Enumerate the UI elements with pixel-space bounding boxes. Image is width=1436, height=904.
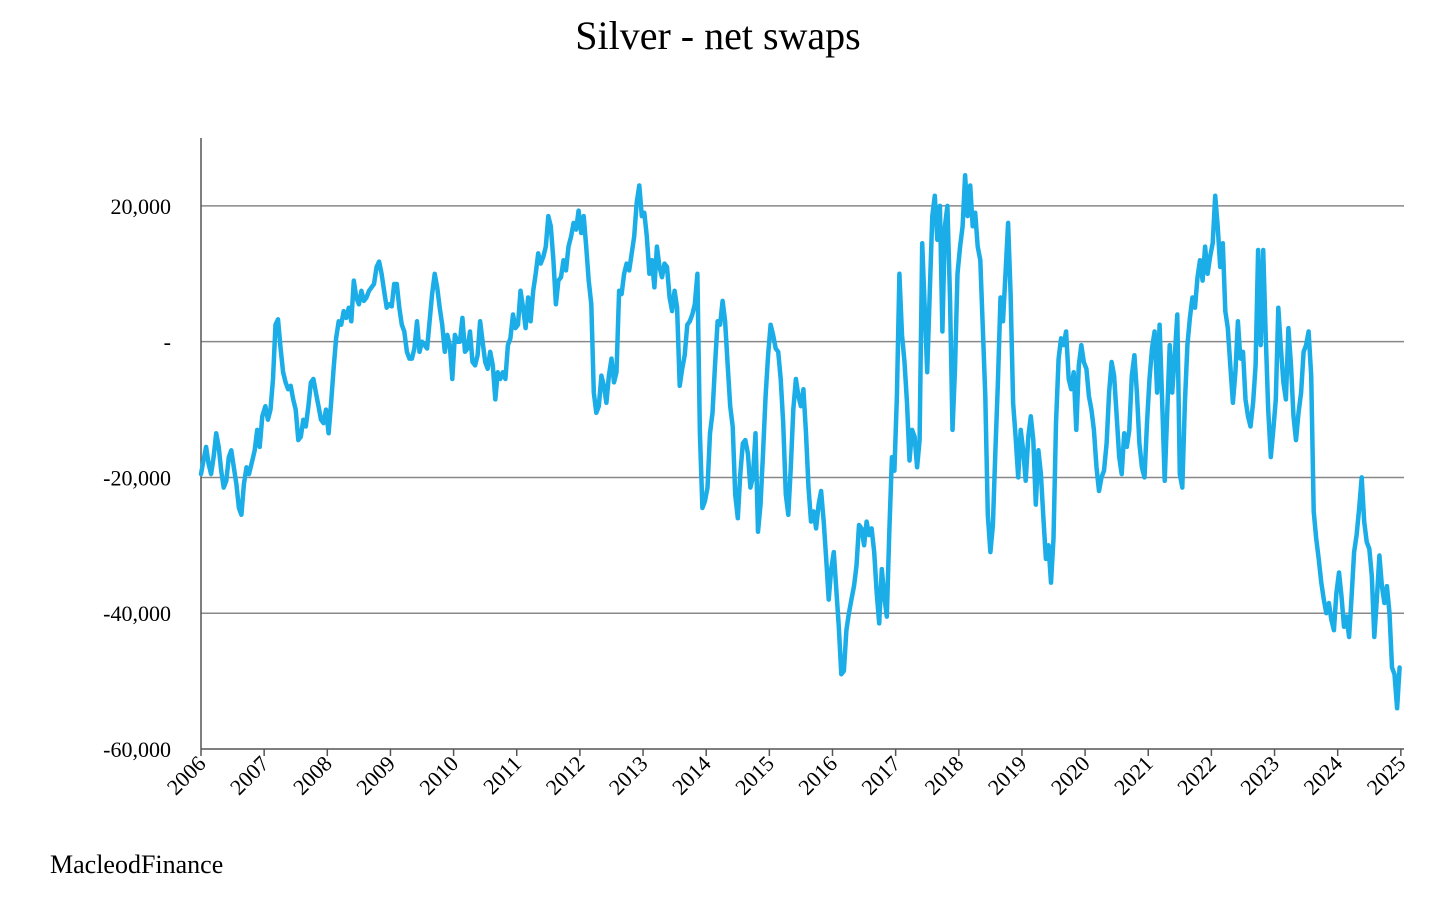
y-tick-label: -20,000 bbox=[103, 465, 171, 490]
x-tick-label: 2024 bbox=[1298, 751, 1347, 800]
x-tick-label: 2015 bbox=[730, 751, 779, 800]
x-tick-label: 2017 bbox=[856, 751, 905, 800]
x-tick-label: 2022 bbox=[1172, 751, 1221, 800]
x-tick-label: 2008 bbox=[288, 751, 337, 800]
x-tick-label: 2010 bbox=[414, 751, 463, 800]
x-tick-label: 2014 bbox=[667, 751, 716, 800]
series-layer bbox=[198, 173, 1402, 711]
y-axis-tick-labels: 20,000 - -20,000 -40,000 -60,000 bbox=[103, 194, 171, 762]
x-tick-label: 2021 bbox=[1109, 751, 1158, 800]
x-tick-label: 2007 bbox=[225, 751, 274, 800]
x-tick-label: 2013 bbox=[604, 751, 653, 800]
x-tick-label: 2011 bbox=[478, 751, 526, 799]
y-tick-label: 20,000 bbox=[111, 194, 172, 219]
gridlines bbox=[201, 205, 1404, 614]
x-tick-label: 2020 bbox=[1046, 751, 1095, 800]
source-credit: MacleodFinance bbox=[50, 850, 224, 879]
series-line-0 bbox=[198, 173, 1402, 711]
x-tick-label: 2025 bbox=[1362, 751, 1411, 800]
x-tick-label: 2016 bbox=[793, 751, 842, 800]
x-tick-label: 2019 bbox=[983, 751, 1032, 800]
y-tick-label: -60,000 bbox=[103, 737, 171, 762]
x-axis-tick-labels: 2006 2007 2008 2009 2010 2011 2012 2013 2014 2015… bbox=[162, 751, 1411, 800]
x-tick-label: 2018 bbox=[920, 751, 969, 800]
x-tick-label: 2009 bbox=[351, 751, 400, 800]
x-tick-label: 2023 bbox=[1235, 751, 1284, 800]
chart-title: Silver - net swaps bbox=[575, 13, 861, 58]
y-tick-label: -40,000 bbox=[103, 601, 171, 626]
axes bbox=[200, 138, 1404, 756]
y-tick-label: - bbox=[164, 330, 171, 355]
x-tick-label: 2012 bbox=[541, 751, 590, 800]
